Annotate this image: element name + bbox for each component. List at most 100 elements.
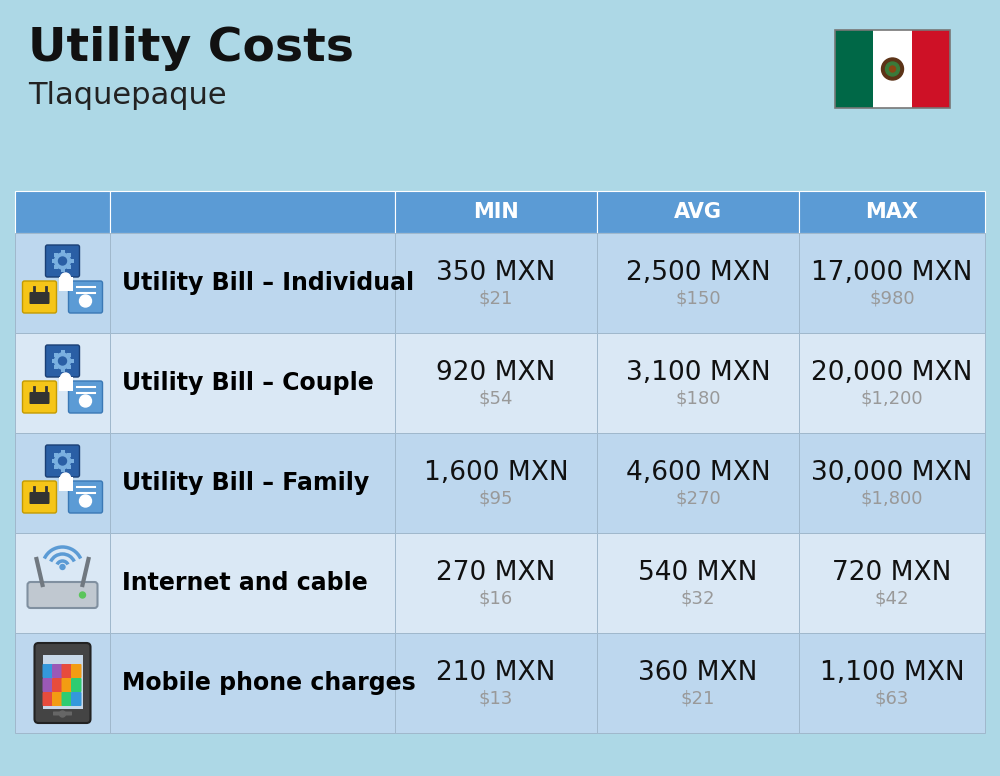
FancyBboxPatch shape — [42, 664, 53, 678]
FancyBboxPatch shape — [597, 633, 799, 733]
FancyBboxPatch shape — [62, 664, 72, 678]
FancyBboxPatch shape — [395, 191, 597, 233]
Text: $270: $270 — [675, 490, 721, 508]
FancyBboxPatch shape — [60, 350, 64, 354]
FancyBboxPatch shape — [71, 692, 82, 706]
Text: 2,500 MXN: 2,500 MXN — [626, 260, 770, 286]
FancyBboxPatch shape — [597, 191, 799, 233]
FancyBboxPatch shape — [68, 281, 103, 313]
Text: $32: $32 — [681, 590, 715, 608]
Circle shape — [58, 357, 66, 365]
Text: $150: $150 — [675, 290, 721, 308]
FancyBboxPatch shape — [52, 678, 62, 692]
FancyBboxPatch shape — [54, 352, 58, 357]
FancyBboxPatch shape — [54, 365, 58, 369]
Text: $21: $21 — [681, 690, 715, 708]
Text: 920 MXN: 920 MXN — [436, 360, 556, 386]
FancyBboxPatch shape — [67, 466, 71, 469]
FancyBboxPatch shape — [799, 633, 985, 733]
Circle shape — [60, 564, 65, 570]
FancyBboxPatch shape — [71, 664, 82, 678]
Text: $180: $180 — [675, 390, 721, 408]
FancyBboxPatch shape — [110, 533, 395, 633]
FancyBboxPatch shape — [799, 333, 985, 433]
FancyBboxPatch shape — [30, 392, 50, 404]
FancyBboxPatch shape — [597, 533, 799, 633]
FancyBboxPatch shape — [799, 433, 985, 533]
FancyBboxPatch shape — [799, 533, 985, 633]
FancyBboxPatch shape — [835, 30, 873, 108]
Text: Internet and cable: Internet and cable — [122, 571, 368, 595]
FancyBboxPatch shape — [110, 333, 395, 433]
Text: $980: $980 — [869, 290, 915, 308]
Text: Utility Bill – Family: Utility Bill – Family — [122, 471, 369, 495]
Circle shape — [882, 58, 904, 80]
Text: $95: $95 — [479, 490, 513, 508]
FancyBboxPatch shape — [71, 678, 82, 692]
FancyBboxPatch shape — [52, 459, 56, 463]
Text: 540 MXN: 540 MXN — [638, 560, 758, 586]
Text: MIN: MIN — [473, 202, 519, 222]
FancyBboxPatch shape — [67, 265, 71, 269]
FancyBboxPatch shape — [395, 233, 597, 333]
Text: 20,000 MXN: 20,000 MXN — [811, 360, 973, 386]
FancyBboxPatch shape — [15, 333, 110, 433]
FancyBboxPatch shape — [46, 345, 80, 377]
FancyBboxPatch shape — [912, 30, 950, 108]
FancyBboxPatch shape — [22, 281, 56, 313]
Text: Utility Bill – Couple: Utility Bill – Couple — [122, 371, 374, 395]
FancyBboxPatch shape — [52, 259, 56, 263]
FancyBboxPatch shape — [395, 533, 597, 633]
Circle shape — [58, 257, 66, 265]
Text: MAX: MAX — [866, 202, 918, 222]
FancyBboxPatch shape — [15, 191, 110, 233]
Text: Tlaquepaque: Tlaquepaque — [28, 81, 227, 110]
FancyBboxPatch shape — [53, 712, 72, 715]
FancyBboxPatch shape — [60, 250, 64, 254]
FancyBboxPatch shape — [799, 191, 985, 233]
FancyBboxPatch shape — [67, 365, 71, 369]
Circle shape — [886, 62, 900, 76]
FancyBboxPatch shape — [62, 692, 72, 706]
FancyBboxPatch shape — [58, 377, 72, 391]
FancyBboxPatch shape — [42, 678, 53, 692]
Text: 3,100 MXN: 3,100 MXN — [626, 360, 770, 386]
FancyBboxPatch shape — [70, 259, 74, 263]
FancyBboxPatch shape — [30, 492, 50, 504]
FancyBboxPatch shape — [22, 381, 56, 413]
Circle shape — [60, 373, 70, 383]
Text: Utility Bill – Individual: Utility Bill – Individual — [122, 271, 414, 295]
FancyBboxPatch shape — [67, 253, 71, 257]
FancyBboxPatch shape — [60, 450, 64, 454]
FancyBboxPatch shape — [15, 533, 110, 633]
Circle shape — [54, 453, 70, 469]
Text: $1,800: $1,800 — [861, 490, 923, 508]
Text: 30,000 MXN: 30,000 MXN — [811, 460, 973, 486]
FancyBboxPatch shape — [42, 692, 53, 706]
FancyBboxPatch shape — [68, 481, 103, 513]
Circle shape — [80, 592, 86, 598]
Text: 360 MXN: 360 MXN — [638, 660, 758, 686]
Text: $63: $63 — [875, 690, 909, 708]
FancyBboxPatch shape — [110, 633, 395, 733]
Circle shape — [80, 295, 92, 307]
FancyBboxPatch shape — [60, 368, 64, 372]
FancyBboxPatch shape — [54, 452, 58, 456]
Text: $42: $42 — [875, 590, 909, 608]
Text: Utility Costs: Utility Costs — [28, 26, 354, 71]
Text: 17,000 MXN: 17,000 MXN — [811, 260, 973, 286]
FancyBboxPatch shape — [68, 381, 103, 413]
Text: AVG: AVG — [674, 202, 722, 222]
FancyBboxPatch shape — [67, 452, 71, 456]
Text: 210 MXN: 210 MXN — [436, 660, 556, 686]
FancyBboxPatch shape — [799, 233, 985, 333]
FancyBboxPatch shape — [110, 191, 395, 233]
Circle shape — [80, 395, 92, 407]
FancyBboxPatch shape — [395, 633, 597, 733]
FancyBboxPatch shape — [110, 233, 395, 333]
Text: 720 MXN: 720 MXN — [832, 560, 952, 586]
FancyBboxPatch shape — [60, 268, 64, 272]
FancyBboxPatch shape — [54, 466, 58, 469]
FancyBboxPatch shape — [58, 477, 72, 491]
Text: 270 MXN: 270 MXN — [436, 560, 556, 586]
